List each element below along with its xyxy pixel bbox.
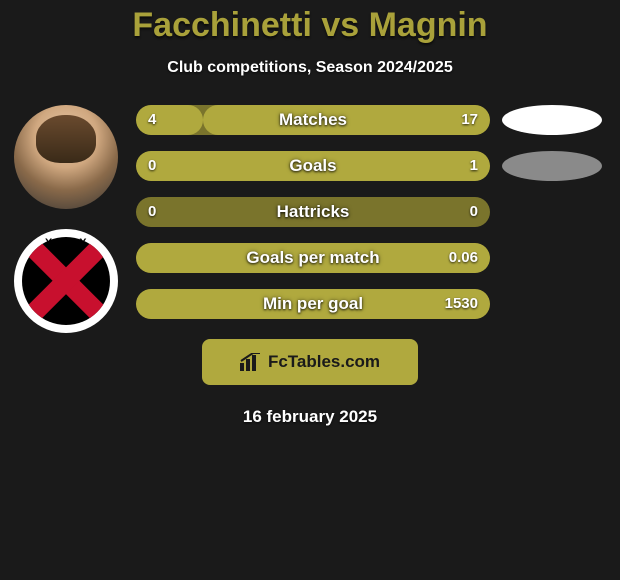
stat-bar-fill-right	[136, 289, 490, 319]
subtitle: Club competitions, Season 2024/2025	[0, 59, 620, 77]
left-column: XAMAX	[6, 105, 126, 353]
stat-bar-fill-right	[136, 243, 490, 273]
stat-bar: 01Goals	[136, 151, 490, 181]
stat-bar-fill-right	[203, 105, 490, 135]
content-area: XAMAX 417Matches01Goals00Hattricks0.06Go…	[0, 105, 620, 319]
bars-container: 417Matches 01Goals 0 0Hattricks 0.06Goals pe…	[136, 105, 490, 319]
footer-badge[interactable]: FcTables.com	[202, 339, 418, 385]
stat-bar-fill-left	[136, 105, 203, 135]
page-root: Facchinetti vs Magnin Club competitions,…	[0, 0, 620, 580]
stat-bar: 417Matches	[136, 105, 490, 135]
page-title: Facchinetti vs Magnin	[0, 0, 620, 45]
right-column	[492, 105, 612, 197]
stat-bar: 1530Min per goal	[136, 289, 490, 319]
footer-badge-text: FcTables.com	[268, 352, 380, 372]
club-badge-inner	[22, 237, 110, 325]
footer-date: 16 february 2025	[0, 407, 620, 427]
right-oval	[502, 105, 602, 135]
stat-value-left: 0	[148, 197, 156, 227]
stat-bar: 0.06Goals per match	[136, 243, 490, 273]
player-avatar	[14, 105, 118, 209]
right-oval	[502, 151, 602, 181]
stat-bar: 0 0Hattricks	[136, 197, 490, 227]
chart-icon	[240, 353, 262, 371]
club-avatar: XAMAX	[14, 229, 118, 333]
stat-bar-fill-right	[136, 151, 490, 181]
stat-label: Hattricks	[136, 197, 490, 227]
stat-value-right: 0	[470, 197, 478, 227]
